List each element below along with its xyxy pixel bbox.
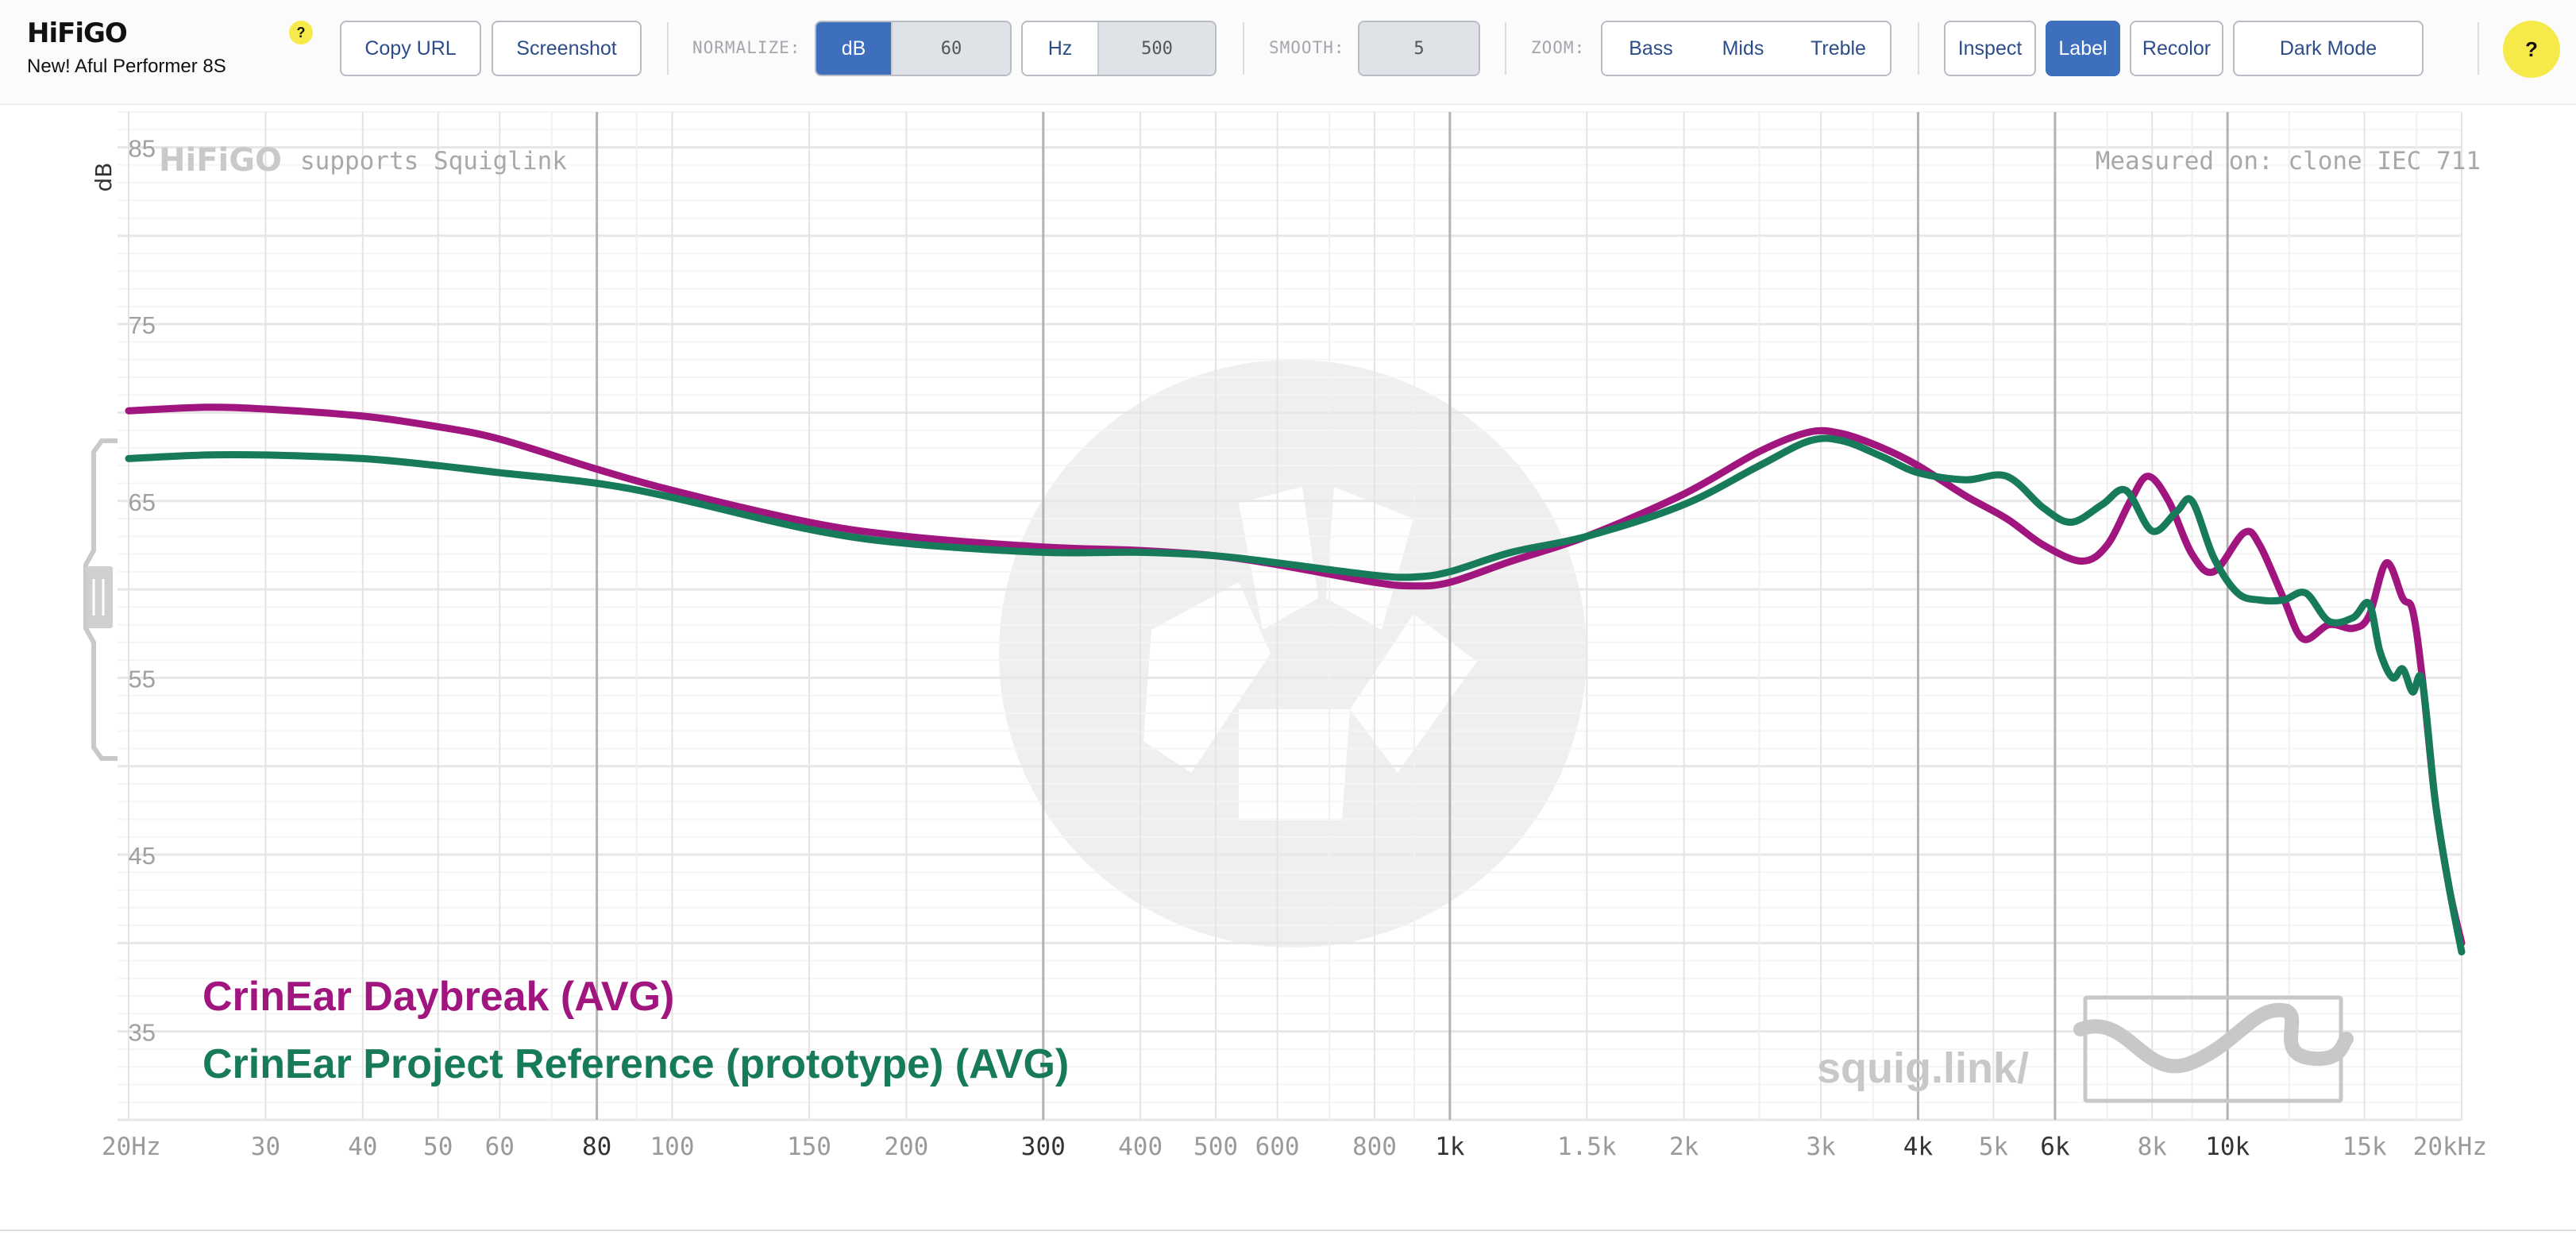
x-tick-label: 800 — [1352, 1133, 1397, 1161]
x-tick-label: 4k — [1903, 1133, 1934, 1161]
toolbar-divider — [1505, 22, 1506, 75]
normalize-db-input[interactable]: 60 — [891, 22, 1010, 75]
toolbar-divider — [2478, 22, 2479, 75]
y-tick-label: 65 — [129, 488, 156, 516]
watermark-supports-text: supports Squiglink — [300, 147, 567, 176]
y-tick-label: 55 — [129, 665, 156, 693]
page-bottom-divider — [0, 1229, 2576, 1231]
legend-entry-daybreak: CrinEar Daybreak (AVG) — [202, 974, 674, 1020]
dark-mode-button[interactable]: Dark Mode — [2233, 21, 2424, 76]
help-small-button[interactable]: ? — [289, 21, 313, 44]
toolbar-divider — [667, 22, 669, 75]
x-tick-label: 2k — [1669, 1133, 1699, 1161]
zoom-treble-button[interactable]: Treble — [1787, 22, 1890, 75]
chart-grid — [118, 111, 2462, 1121]
x-tick-label: 15k — [2343, 1133, 2387, 1161]
x-tick-label: 100 — [650, 1133, 695, 1161]
x-tick-label: 8k — [2138, 1133, 2168, 1161]
help-button[interactable]: ? — [2503, 21, 2560, 78]
x-tick-label: 3k — [1806, 1133, 1836, 1161]
y-scale-handle[interactable] — [83, 438, 118, 761]
normalize-label: NORMALIZE: — [692, 38, 801, 57]
x-tick-label: 200 — [884, 1133, 928, 1161]
x-tick-label: 60 — [485, 1133, 515, 1161]
x-tick-label: 600 — [1255, 1133, 1300, 1161]
brand: HiFiGO New! Aful Performer 8S — [27, 17, 226, 78]
x-tick-label: 40 — [348, 1133, 377, 1161]
chart-series — [125, 403, 2466, 955]
legend-entry-project-reference: CrinEar Project Reference (prototype) (A… — [202, 1041, 1069, 1087]
x-tick-label: 6k — [2040, 1133, 2070, 1161]
x-tick-label: 400 — [1118, 1133, 1163, 1161]
normalize-db-control: dB 60 — [815, 21, 1012, 76]
page-subtitle: New! Aful Performer 8S — [27, 56, 226, 77]
squiglink-watermark: squig.link/ — [1817, 995, 2354, 1103]
inspect-button[interactable]: Inspect — [1944, 21, 2036, 76]
x-tick-label: 20kHz — [2413, 1133, 2487, 1161]
y-axis-label: dB — [91, 163, 117, 192]
smooth-control: 5 — [1358, 21, 1480, 76]
x-tick-label: 30 — [251, 1133, 280, 1161]
x-tick-label: 500 — [1194, 1133, 1238, 1161]
x-tick-label: 80 — [582, 1133, 611, 1161]
smooth-label: SMOOTH: — [1269, 38, 1345, 57]
toolbar: HiFiGO New! Aful Performer 8S ? Copy URL… — [0, 0, 2576, 105]
watermark-brand-text: HiFiGO — [159, 142, 282, 179]
y-tick-label: 75 — [129, 311, 156, 339]
chart-tick-labels: 85 75 65 55 45 35 20Hz 30 40 50 60 80 100 150 200 300 40… — [102, 135, 2487, 1161]
x-tick-label: 1.5k — [1557, 1133, 1617, 1161]
zoom-mids-button[interactable]: Mids — [1699, 22, 1787, 75]
chart-legend: CrinEar Daybreak (AVG) CrinEar Project Re… — [202, 974, 1069, 1087]
zoom-label: ZOOM: — [1531, 38, 1586, 57]
squiglink-text: squig.link/ — [1817, 1044, 2029, 1092]
y-tick-label: 35 — [129, 1019, 156, 1047]
x-tick-label: 10k — [2205, 1133, 2250, 1161]
label-button[interactable]: Label — [2046, 21, 2120, 76]
x-tick-label: 1k — [1435, 1133, 1465, 1161]
hifigo-logo: HiFiGO — [27, 17, 128, 49]
normalize-hz-unit-button[interactable]: Hz — [1023, 22, 1097, 75]
smooth-input[interactable]: 5 — [1359, 22, 1479, 75]
squiglink-squiggle-icon — [2073, 1002, 2354, 1074]
recolor-button[interactable]: Recolor — [2130, 21, 2223, 76]
screenshot-button[interactable]: Screenshot — [492, 21, 642, 76]
frequency-response-graph: 85 75 65 55 45 35 20Hz 30 40 50 60 80 100 150 200 300 40… — [83, 111, 2487, 1161]
series-line-project-reference — [125, 434, 2466, 955]
normalize-hz-control: Hz 500 — [1021, 21, 1217, 76]
y-tick-label: 45 — [129, 842, 156, 870]
zoom-bass-button[interactable]: Bass — [1602, 22, 1699, 75]
watermark-logo — [999, 360, 1587, 948]
y-tick-label: 85 — [129, 135, 156, 163]
toolbar-divider — [1243, 22, 1244, 75]
toolbar-divider — [1918, 22, 1919, 75]
x-tick-label: 5k — [1979, 1133, 2009, 1161]
measured-on-text: Measured on: clone IEC 711 — [2096, 147, 2481, 176]
normalize-db-unit-button[interactable]: dB — [816, 22, 891, 75]
x-tick-label: 20Hz — [102, 1133, 161, 1161]
x-tick-label: 50 — [423, 1133, 453, 1161]
zoom-control: Bass Mids Treble — [1601, 21, 1892, 76]
x-tick-label: 150 — [787, 1133, 831, 1161]
normalize-hz-input[interactable]: 500 — [1097, 22, 1215, 75]
x-tick-label: 300 — [1021, 1133, 1066, 1161]
copy-url-button[interactable]: Copy URL — [340, 21, 481, 76]
series-line-daybreak — [125, 403, 2466, 947]
